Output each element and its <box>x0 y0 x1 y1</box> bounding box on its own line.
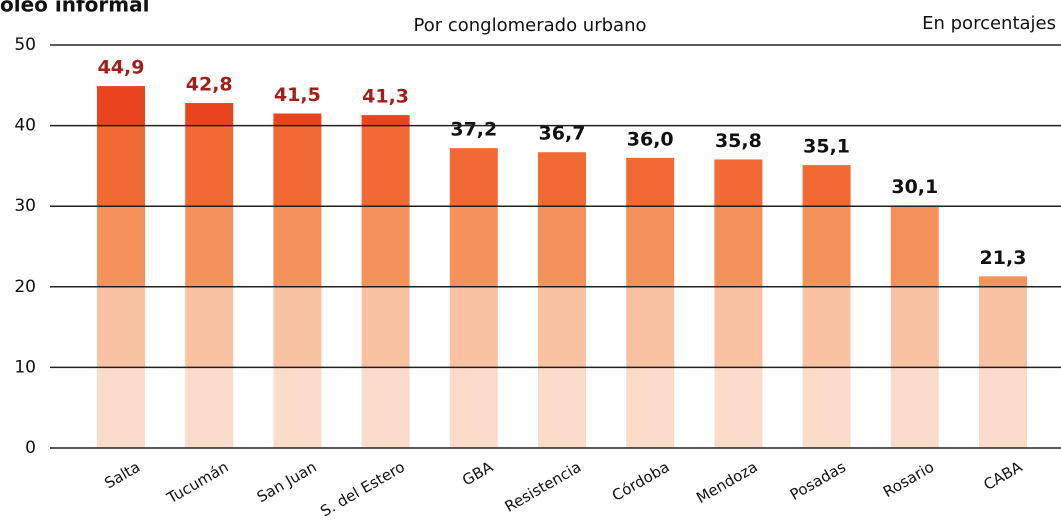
bar <box>890 205 939 448</box>
y-tick-label: 40 <box>14 116 36 136</box>
x-tick-label: S. del Estero <box>317 458 408 521</box>
value-label: 35,8 <box>715 130 762 152</box>
bar <box>185 103 234 449</box>
value-label: 41,3 <box>362 86 409 108</box>
value-label: 41,5 <box>274 84 321 106</box>
value-label: 21,3 <box>980 247 1027 269</box>
x-tick-label: CABA <box>980 457 1025 494</box>
y-tick-label: 0 <box>25 438 36 458</box>
bar <box>626 157 675 448</box>
bar <box>273 113 322 448</box>
value-label: 30,1 <box>891 176 938 198</box>
x-tick-label: Resistencia <box>502 458 585 516</box>
bar <box>802 165 851 448</box>
x-tick-label: Córdoba <box>609 458 673 505</box>
y-tick-label: 50 <box>14 35 36 55</box>
x-tick-label: Rosario <box>880 458 937 501</box>
y-tick-label: 10 <box>14 357 36 377</box>
x-tick-label: Salta <box>101 458 143 493</box>
y-tick-label: 20 <box>14 277 36 297</box>
value-label: 35,1 <box>803 136 850 158</box>
x-tick-label: GBA <box>459 457 497 489</box>
bar <box>449 148 498 448</box>
value-label: 36,7 <box>539 123 586 145</box>
chart-title: oleo informal <box>0 0 149 17</box>
value-label: 44,9 <box>98 57 145 79</box>
value-label: 36,0 <box>627 128 674 150</box>
x-tick-label: Tucumán <box>163 458 231 508</box>
value-label: 37,2 <box>450 119 497 141</box>
bar <box>979 276 1027 448</box>
bar <box>361 115 410 448</box>
bar <box>538 152 586 448</box>
bar <box>97 86 145 448</box>
chart-subtitle: Por conglomerado urbano <box>414 15 647 36</box>
x-tick-label: Mendoza <box>693 458 760 507</box>
chart-note: En porcentajes <box>922 13 1056 34</box>
x-tick-label: Posadas <box>787 458 849 504</box>
y-tick-label: 30 <box>14 196 36 216</box>
bar <box>714 159 763 448</box>
value-label: 42,8 <box>186 74 233 96</box>
x-tick-label: San Juan <box>254 458 320 506</box>
